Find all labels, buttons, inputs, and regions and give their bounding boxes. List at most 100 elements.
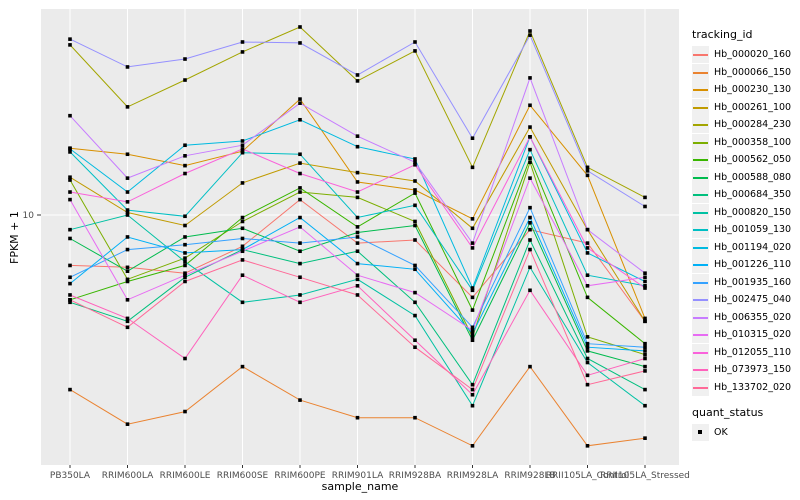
data-point xyxy=(643,436,647,440)
data-point xyxy=(470,165,475,170)
legend-item: Hb_000588_080 xyxy=(692,168,800,187)
data-point xyxy=(125,269,130,274)
data-point xyxy=(68,298,72,302)
data-point xyxy=(528,238,532,242)
data-point xyxy=(585,227,590,232)
legend-item-label: Hb_000684_350 xyxy=(714,189,792,201)
legend-key-line-icon xyxy=(692,343,709,361)
data-point xyxy=(470,338,475,343)
data-point xyxy=(183,356,187,361)
x-tick-label: RRIM600PE xyxy=(274,471,326,481)
legend-item-label: Hb_006355_020 xyxy=(714,311,792,323)
data-point xyxy=(470,308,475,312)
data-point xyxy=(643,316,647,321)
legend-item: Hb_000684_350 xyxy=(692,186,800,204)
legend-item: Hb_000820_150 xyxy=(692,203,800,222)
legend-key-line-icon xyxy=(692,46,709,64)
panel-background xyxy=(41,9,679,465)
data-point xyxy=(528,220,532,225)
data-point xyxy=(68,300,72,305)
data-point xyxy=(125,235,130,239)
data-point xyxy=(413,267,417,272)
data-point xyxy=(413,203,417,208)
legend-item-label: Hb_001194_020 xyxy=(714,241,792,253)
x-tick-label: RRII105LA_Stressed xyxy=(600,471,690,481)
legend-item: Hb_000284_230 xyxy=(692,116,800,134)
data-point xyxy=(413,263,417,268)
data-point xyxy=(298,190,302,194)
data-point xyxy=(183,259,187,264)
data-point xyxy=(470,288,475,293)
legend-item-label: Hb_000588_080 xyxy=(714,171,792,183)
legend-key-line-icon xyxy=(692,361,709,379)
data-point xyxy=(470,217,475,221)
data-point xyxy=(413,160,417,165)
data-point xyxy=(643,387,647,392)
data-point xyxy=(355,180,360,184)
data-point xyxy=(585,251,590,255)
data-point xyxy=(240,139,245,143)
data-point xyxy=(643,356,647,361)
data-point xyxy=(240,258,245,262)
data-point xyxy=(528,135,532,139)
data-point xyxy=(298,275,302,280)
data-point xyxy=(68,293,72,297)
legend-item-label: Hb_000261_100 xyxy=(714,101,792,113)
legend-item: Hb_000358_100 xyxy=(692,133,800,152)
data-point xyxy=(355,79,360,83)
legend-key-line-icon xyxy=(692,63,709,81)
data-point xyxy=(643,341,647,346)
data-point xyxy=(355,293,360,297)
data-point xyxy=(68,227,72,232)
data-point xyxy=(125,105,130,109)
data-point xyxy=(528,215,532,220)
data-point xyxy=(470,246,475,250)
data-point xyxy=(355,225,360,229)
legend-item: Hb_000562_050 xyxy=(692,151,800,169)
data-point xyxy=(183,256,187,260)
legend-key-line-icon xyxy=(692,221,709,239)
legend-item-label: Hb_001059_130 xyxy=(714,224,792,236)
data-point xyxy=(585,246,590,250)
data-point xyxy=(68,175,72,180)
data-point xyxy=(470,286,475,290)
data-point xyxy=(355,415,360,420)
data-point xyxy=(240,40,245,44)
legend-color-items: Hb_000020_160 Hb_000066_150 Hb_000230_130 H… xyxy=(692,46,800,396)
data-point xyxy=(183,242,187,247)
legend-key-line-icon xyxy=(692,256,709,274)
data-point xyxy=(355,195,360,200)
data-point xyxy=(68,275,72,280)
data-point xyxy=(68,43,72,47)
y-axis-title: FPKM + 1 xyxy=(8,211,21,264)
data-point xyxy=(585,356,590,361)
legend-item-label: Hb_073973_150 xyxy=(714,364,792,376)
data-point xyxy=(413,219,417,224)
data-point xyxy=(240,150,245,155)
data-point xyxy=(183,143,187,148)
legend-key-line-icon xyxy=(692,151,709,169)
legend-title-tracking-id: tracking_id xyxy=(692,28,753,41)
data-point xyxy=(528,160,532,165)
data-point xyxy=(240,364,245,369)
data-point xyxy=(298,215,302,220)
data-point xyxy=(413,157,417,161)
legend-key-line-icon xyxy=(692,378,709,396)
data-point xyxy=(585,283,590,288)
data-point xyxy=(355,277,360,282)
data-point xyxy=(68,37,72,41)
data-point xyxy=(183,223,187,228)
data-point xyxy=(240,181,245,185)
data-point xyxy=(413,191,417,195)
data-point xyxy=(643,369,647,373)
data-point xyxy=(643,275,647,280)
legend-item: Hb_012055_110 xyxy=(692,343,800,362)
data-point xyxy=(413,223,417,228)
data-point xyxy=(643,271,647,275)
data-point xyxy=(355,249,360,254)
data-point xyxy=(183,214,187,219)
data-point xyxy=(528,76,532,80)
data-point xyxy=(240,300,245,305)
data-point xyxy=(585,349,590,353)
